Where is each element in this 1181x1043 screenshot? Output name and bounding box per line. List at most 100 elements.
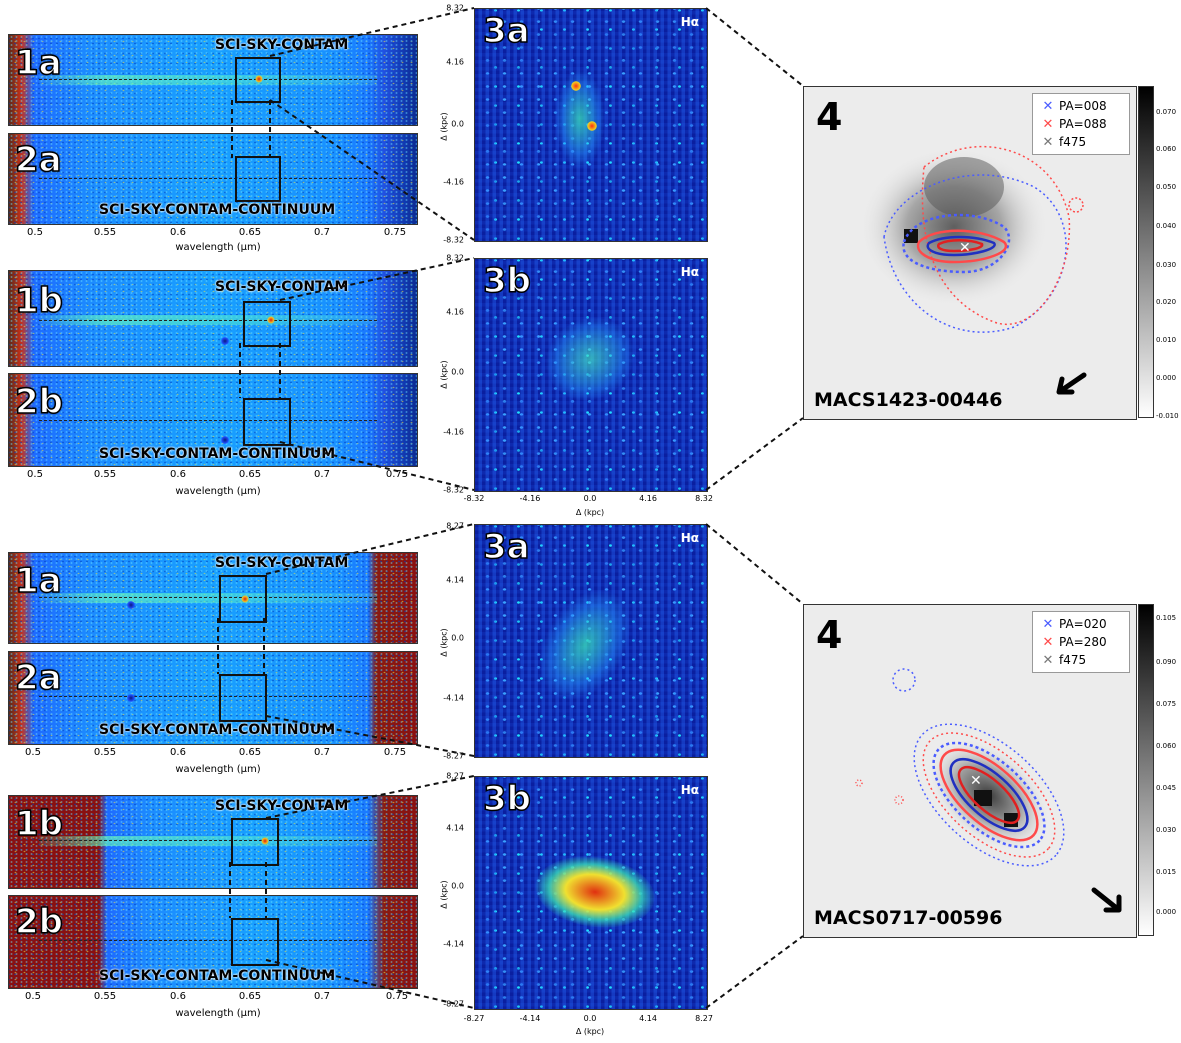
tick-label: 0.020 xyxy=(1156,298,1177,306)
tick-label: Δ (kpc) xyxy=(439,880,449,909)
wavelength-label: wavelength (μm) xyxy=(175,764,261,775)
spectrum-label: SCI-SKY-CONTAM-CONTINUUM xyxy=(99,722,336,738)
tick-label: 0.5 xyxy=(27,227,43,238)
spectrum-panel-2b-top: 2b SCI-SKY-CONTAM-CONTINUUM xyxy=(8,373,418,467)
legend-item: ✕ PA=020 xyxy=(1037,615,1125,633)
tick-label: 0.75 xyxy=(385,991,409,1002)
tick-label: 0.6 xyxy=(170,227,186,238)
tick-label: 0.000 xyxy=(1156,908,1177,916)
panel-id: 4 xyxy=(816,613,843,657)
tick-label: 0.0 xyxy=(583,494,597,503)
cross-icon: ✕ xyxy=(1042,99,1054,114)
tick-label: 0.5 xyxy=(27,469,43,480)
line-label: Hα xyxy=(680,265,699,279)
tick-label: 0.65 xyxy=(238,227,262,238)
tick-label: 0.105 xyxy=(1156,614,1177,622)
tick-label: -4.16 xyxy=(443,427,464,437)
tick-label: 4.16 xyxy=(446,57,464,67)
colorbar-bottom xyxy=(1138,604,1154,936)
legend-item: ✕ f475 xyxy=(1037,651,1125,669)
tick-label: -8.27 xyxy=(463,1014,485,1023)
tick-label: 0.060 xyxy=(1156,742,1177,750)
panel-id: 3a xyxy=(482,526,530,568)
tick-label: 4.16 xyxy=(639,494,657,503)
cross-icon: ✕ xyxy=(1042,117,1054,132)
contour-plot: ✕ xyxy=(855,668,1122,913)
spectrum-label: SCI-SKY-CONTAM xyxy=(215,37,349,53)
tick-label: 8.32 xyxy=(446,3,464,13)
panel-id: 2b xyxy=(14,901,64,943)
tick-label: 0.030 xyxy=(1156,826,1177,834)
tick-label: Δ (kpc) xyxy=(439,628,449,657)
panel-id: 3b xyxy=(482,778,532,820)
tick-label: Δ (kpc) xyxy=(575,508,605,517)
cross-icon: ✕ xyxy=(1042,617,1054,632)
tick-label: 0.55 xyxy=(93,991,117,1002)
cross-icon: ✕ xyxy=(1042,653,1054,668)
tick-label: 8.27 xyxy=(695,1014,713,1023)
tick-label: 0.6 xyxy=(170,991,186,1002)
tick-label: 0.0 xyxy=(583,1014,597,1023)
tick-label: -8.32 xyxy=(443,485,464,495)
spectrum-panel-2a-bottom: 2a SCI-SKY-CONTAM-CONTINUUM xyxy=(8,651,418,745)
line-label: Hα xyxy=(680,531,699,545)
tick-label: 0.55 xyxy=(93,469,117,480)
legend: ✕ PA=008 ✕ PA=088 ✕ f475 xyxy=(1032,93,1130,155)
cross-icon: ✕ xyxy=(1042,635,1054,650)
tick-label: 0.75 xyxy=(383,747,407,758)
tick-label: 0.045 xyxy=(1156,784,1177,792)
tick-label: 0.015 xyxy=(1156,868,1177,876)
tick-label: 0.65 xyxy=(238,747,262,758)
panel-id: 3b xyxy=(482,260,532,302)
tick-label: -4.14 xyxy=(443,693,464,703)
tick-label: 0.000 xyxy=(1156,374,1177,382)
legend-item: ✕ PA=280 xyxy=(1037,633,1125,651)
tick-label: 8.32 xyxy=(695,494,713,503)
spectrum-label: SCI-SKY-CONTAM-CONTINUUM xyxy=(99,202,336,218)
svg-text:✕: ✕ xyxy=(959,240,971,256)
panel-id: 2a xyxy=(14,139,62,181)
tick-label: -8.32 xyxy=(463,494,485,503)
tick-label: Δ (kpc) xyxy=(439,360,449,389)
legend-item: ✕ PA=008 xyxy=(1037,97,1125,115)
panel-id: 2a xyxy=(14,657,62,699)
stamp-3a-bottom: 3a Hα xyxy=(474,524,708,758)
tick-label: -0.010 xyxy=(1156,412,1179,420)
tick-label: 0.75 xyxy=(385,469,409,480)
stamp-3b-top: 3b Hα xyxy=(474,258,708,492)
tick-label: 4.14 xyxy=(446,575,464,585)
tick-label: 4.14 xyxy=(446,823,464,833)
panel-id: 1a xyxy=(14,560,62,602)
tick-label: 0.0 xyxy=(451,367,464,377)
wavelength-label: wavelength (μm) xyxy=(175,242,261,253)
panel-id: 4 xyxy=(816,95,843,139)
tick-label: -4.16 xyxy=(519,494,541,503)
tick-label: 0.5 xyxy=(25,991,41,1002)
tick-label: 0.75 xyxy=(383,227,407,238)
tick-label: 0.070 xyxy=(1156,108,1177,116)
spectrum-panel-2a-top: 2a SCI-SKY-CONTAM-CONTINUUM xyxy=(8,133,418,225)
panel-id: 1a xyxy=(14,42,62,84)
tick-label: 0.7 xyxy=(314,227,330,238)
spectrum-panel-1b-top: 1b SCI-SKY-CONTAM xyxy=(8,270,418,367)
tick-label: 0.6 xyxy=(170,469,186,480)
direct-image-panel-top: ✕ 4 MACS1423-00446 ✕ PA=008 ✕ PA=088 ✕ f475 xyxy=(803,86,1137,420)
wavelength-label: wavelength (μm) xyxy=(175,1008,261,1019)
stamp-3a-top: 3a Hα xyxy=(474,8,708,242)
tick-label: 0.7 xyxy=(314,469,330,480)
tick-label: 0.7 xyxy=(314,747,330,758)
tick-label: 0.6 xyxy=(170,747,186,758)
tick-label: -4.14 xyxy=(519,1014,541,1023)
colorbar-top xyxy=(1138,86,1154,418)
tick-label: 0.090 xyxy=(1156,658,1177,666)
tick-label: -8.27 xyxy=(443,999,464,1009)
tick-label: 8.27 xyxy=(446,521,464,531)
tick-label: Δ (kpc) xyxy=(575,1027,605,1036)
tick-label: 0.060 xyxy=(1156,145,1177,153)
tick-label: 0.7 xyxy=(314,991,330,1002)
tick-label: -4.14 xyxy=(443,939,464,949)
tick-label: 4.14 xyxy=(639,1014,657,1023)
tick-label: 8.27 xyxy=(446,771,464,781)
panel-id: 2b xyxy=(14,381,64,423)
tick-label: -8.27 xyxy=(443,751,464,761)
